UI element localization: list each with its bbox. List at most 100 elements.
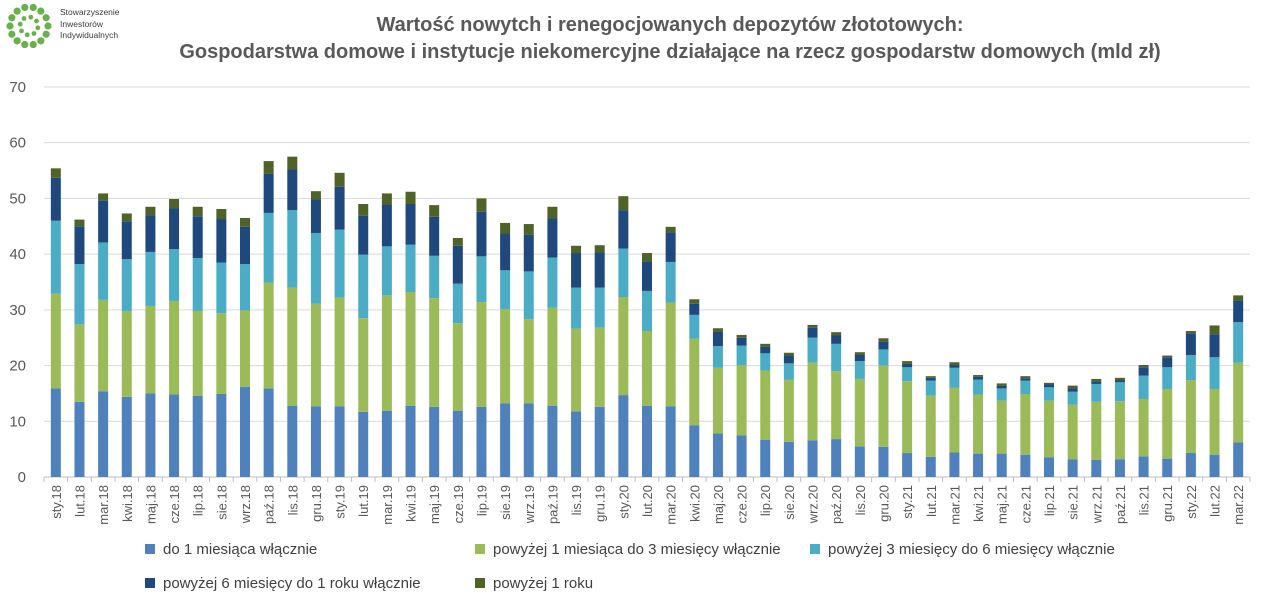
bar-segment <box>571 328 582 412</box>
bar-segment <box>949 362 960 366</box>
bar-segment <box>523 271 534 320</box>
bar-segment <box>121 213 132 222</box>
bar-segment <box>571 245 582 254</box>
bar-segment <box>1044 384 1054 388</box>
bar-segment <box>169 208 180 250</box>
bar-segment <box>192 395 203 477</box>
x-tick-label: lut.22 <box>1208 485 1223 517</box>
logo-dot <box>17 21 23 27</box>
bar-segment <box>902 381 913 454</box>
y-tick-label: 60 <box>9 135 26 152</box>
bar-segment <box>689 303 700 315</box>
bar-segment <box>689 338 700 426</box>
x-tick-label: kwi.18 <box>120 485 135 522</box>
x-tick-label: gru.18 <box>309 485 324 522</box>
bar-segment <box>618 210 629 249</box>
bar-segment <box>1044 382 1054 385</box>
bar-segment <box>949 367 960 388</box>
legend-swatch <box>475 544 485 554</box>
stacked-bar-chart: 0 10 20 30 40 50 60 70 sty.18 lut.18 mar.18 kwi.18 m… <box>9 79 1251 525</box>
bar-segment <box>169 249 180 301</box>
legend-label: do 1 miesiąca włącznie <box>163 541 318 558</box>
bar-segment <box>1233 322 1244 363</box>
bar-segment <box>925 380 936 396</box>
x-tick-label: mar.21 <box>947 485 962 525</box>
bar-segment <box>1185 333 1196 355</box>
bar-segment <box>925 395 936 457</box>
bar-segment <box>1114 382 1125 402</box>
bar-segment <box>996 400 1007 454</box>
bar-segment <box>760 346 771 354</box>
x-tick-label: lut.20 <box>640 485 655 517</box>
bar-segment <box>429 406 440 477</box>
bar-segment <box>973 394 984 454</box>
bar-segment <box>310 303 321 407</box>
bar-segment <box>1185 380 1196 454</box>
bar-segment <box>1233 442 1244 477</box>
y-tick-label: 40 <box>9 246 26 263</box>
bar-segment <box>973 453 984 477</box>
legend-item: powyżej 3 miesięcy do 6 miesięcy włączni… <box>810 541 1115 558</box>
bar-segment <box>145 393 156 477</box>
bar-segment <box>121 221 132 260</box>
bar-segment <box>121 259 132 311</box>
x-tick-label: cze.19 <box>451 485 466 523</box>
bar-segment <box>523 403 534 477</box>
bar-segment <box>783 363 794 380</box>
bar-segment <box>1209 325 1220 335</box>
bar-segment <box>547 307 558 406</box>
bar-segment <box>1091 401 1102 460</box>
x-tick-label: lip.18 <box>191 485 206 516</box>
bar-segment <box>1233 295 1244 301</box>
bar-segment <box>381 410 392 477</box>
bar-segment <box>358 215 369 255</box>
x-tick-label: sie.18 <box>214 485 229 520</box>
bar-segment <box>642 331 652 406</box>
bar-segment <box>902 453 913 477</box>
bar-segment <box>358 204 369 216</box>
bar-segment <box>973 379 984 395</box>
bar-segment <box>429 216 440 256</box>
bar-segment <box>925 376 936 378</box>
bar-segment <box>665 226 676 233</box>
bar-segment <box>665 406 676 477</box>
y-tick-label: 30 <box>9 302 26 319</box>
bar-segment <box>240 217 250 227</box>
x-tick-label: wrz.18 <box>238 485 253 524</box>
bar-segment <box>1067 385 1078 389</box>
bar-segment <box>760 370 771 440</box>
bar-segment <box>1091 381 1102 384</box>
bar-segment <box>500 233 511 271</box>
bar-segment <box>476 211 487 257</box>
bar-segment <box>1138 365 1149 368</box>
x-tick-label: maj.19 <box>427 485 442 524</box>
bar-segment <box>1162 367 1173 389</box>
bar-segment <box>145 206 156 216</box>
bar-segment <box>1185 453 1196 477</box>
logo-dot <box>13 37 21 45</box>
bar-segment <box>1233 362 1244 443</box>
bar-segment <box>263 282 274 389</box>
bar-segment <box>500 403 511 477</box>
bar-segment <box>571 253 582 288</box>
x-tick-label: maj.20 <box>711 485 726 524</box>
logo-dot <box>31 31 37 36</box>
x-tick-label: paź.20 <box>829 485 844 524</box>
bar-segment <box>712 331 723 347</box>
bar-segment <box>216 393 227 477</box>
bar-segment <box>949 452 960 477</box>
bar-segment <box>547 405 558 477</box>
bar-segment <box>192 310 203 396</box>
bar-segment <box>381 204 392 247</box>
bar-segment <box>334 186 345 230</box>
bar-segment <box>216 262 227 314</box>
bar-segment <box>74 401 85 477</box>
bar-segment <box>216 219 227 263</box>
x-tick-label: sty.21 <box>900 485 915 519</box>
bar-segment <box>429 205 440 217</box>
bar-segment <box>358 254 369 319</box>
bar-segment <box>98 299 109 392</box>
bar-segment <box>310 406 321 477</box>
x-tick-label: sie.21 <box>1066 485 1081 520</box>
bar-segment <box>807 324 818 328</box>
